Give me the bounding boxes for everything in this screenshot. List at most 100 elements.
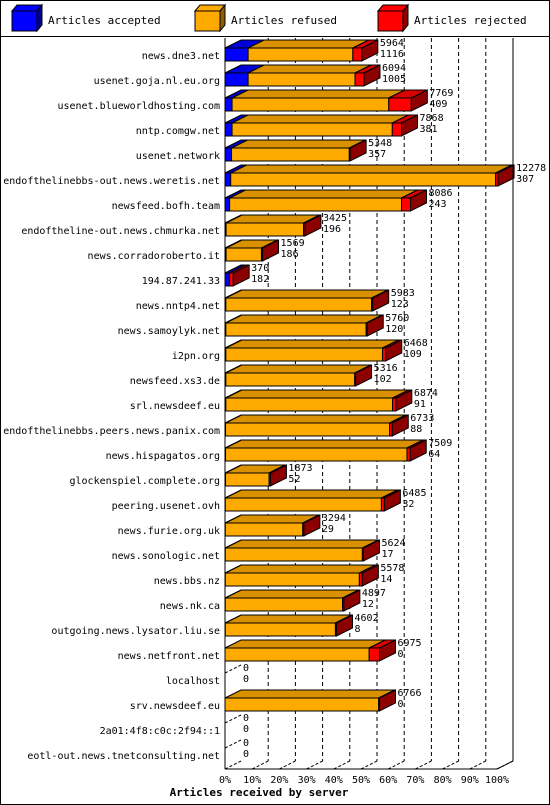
bar-top xyxy=(225,414,406,424)
axes xyxy=(224,38,514,770)
grid-diagonal xyxy=(442,760,459,770)
value-label-total: 5760 xyxy=(385,313,409,324)
value-label-accepted: 182 xyxy=(251,274,269,285)
y-tick-label: news.nntp4.net xyxy=(136,301,220,312)
grid-diagonal xyxy=(469,760,487,770)
bar-side xyxy=(303,514,321,537)
bar-side xyxy=(401,114,419,137)
grid-diagonal xyxy=(360,760,378,770)
legend: Articles accepted Articles refused Article… xyxy=(10,3,527,33)
value-label-accepted: 0 xyxy=(243,749,249,760)
value-label-accepted: 123 xyxy=(391,299,409,310)
value-label-total: 6094 xyxy=(382,63,406,74)
value-label-total: 7868 xyxy=(420,113,444,124)
value-label-accepted: 196 xyxy=(323,224,341,235)
value-label-accepted: 102 xyxy=(374,374,392,385)
legend-label: Articles accepted xyxy=(48,14,161,27)
x-tick-label: 30% xyxy=(298,775,316,786)
value-label-accepted: 1116 xyxy=(380,49,404,60)
bar-side xyxy=(378,689,396,712)
value-label-accepted: 0 xyxy=(243,674,249,685)
bar-top xyxy=(247,39,370,49)
bar-side xyxy=(232,264,250,287)
bar-segment xyxy=(225,347,383,362)
value-label-accepted: 120 xyxy=(385,324,403,335)
grid-diagonal xyxy=(387,760,405,770)
y-tick-label: 2a01:4f8:c0c:2f94::1 xyxy=(100,726,220,737)
bar-segment xyxy=(228,272,234,287)
y-tick-label: endoftheline-out.news.chmurka.net xyxy=(21,226,220,237)
y-tick-label: i2pn.org xyxy=(172,351,220,362)
y-tick-label: news.nk.ca xyxy=(160,601,220,612)
legend-label: Articles refused xyxy=(231,14,337,27)
bar-side xyxy=(497,164,515,187)
value-label-accepted: 409 xyxy=(429,99,447,110)
value-label-accepted: 109 xyxy=(404,349,422,360)
y-tick-label: newsfeed.xs3.de xyxy=(130,376,220,387)
bars xyxy=(224,39,515,749)
bar-segment xyxy=(224,697,380,712)
bar-segment xyxy=(225,222,305,237)
y-tick-label: localhost xyxy=(166,676,220,687)
grid-diagonal xyxy=(251,760,269,770)
legend-swatch xyxy=(11,10,38,32)
bar-segment xyxy=(229,197,403,212)
bar-empty xyxy=(224,664,242,674)
bar-segment xyxy=(225,422,391,437)
bar-side xyxy=(362,539,380,562)
bar-segment xyxy=(388,97,412,112)
bar-segment xyxy=(368,647,380,662)
value-label-total: 0 xyxy=(243,738,249,749)
bar-side xyxy=(361,564,379,587)
bar-top xyxy=(225,589,359,599)
bar-top xyxy=(225,439,424,449)
y-tick-labels: news.dne3.net usenet.goja.nl.eu.org usenet… xyxy=(3,51,220,762)
y-tick-label: eotl-out.news.tnetconsulting.net xyxy=(27,751,220,762)
bar-side xyxy=(349,139,367,162)
bar-side xyxy=(409,439,427,462)
value-label-accepted: 357 xyxy=(368,149,386,160)
value-label-total: 6468 xyxy=(404,338,428,349)
bar-segment xyxy=(224,547,363,562)
x-tick-label: 90% xyxy=(461,775,479,786)
grid-diagonal xyxy=(279,760,296,770)
bar-top xyxy=(225,539,379,549)
value-label-total: 6874 xyxy=(414,388,438,399)
bar-top xyxy=(225,614,352,624)
value-label-accepted: 12 xyxy=(362,599,374,610)
bar-segment xyxy=(225,297,373,312)
bar-segment xyxy=(247,72,356,87)
grid-diagonal xyxy=(224,760,242,770)
value-label-total: 12278 xyxy=(516,163,546,174)
bar-side xyxy=(366,314,384,337)
value-label-total: 6766 xyxy=(397,688,421,699)
y-tick-label: usenet.blueworldhosting.com xyxy=(57,101,220,112)
value-label-accepted: 52 xyxy=(288,474,300,485)
value-label-accepted: 91 xyxy=(414,399,426,410)
bar-side xyxy=(361,39,379,62)
value-label-total: 0 xyxy=(243,663,249,674)
bar-segment xyxy=(224,572,360,587)
bar-segment xyxy=(224,647,370,662)
value-label-accepted: 0 xyxy=(397,699,403,710)
x-tick-label: 60% xyxy=(379,775,397,786)
y-tick-label: news.netfront.net xyxy=(118,651,220,662)
bar-top xyxy=(225,364,371,374)
y-tick-label: newsfeed.bofh.team xyxy=(112,201,220,212)
bar-segment xyxy=(224,172,232,187)
bar-top xyxy=(225,389,409,399)
y-tick-label: peering.usenet.ovh xyxy=(112,501,220,512)
value-label-total: 8086 xyxy=(429,188,453,199)
value-label-total: 6975 xyxy=(397,638,421,649)
value-label-accepted: 88 xyxy=(410,424,422,435)
value-label-accepted: 0 xyxy=(397,649,403,660)
y-tick-label: news.bbs.nz xyxy=(154,576,220,587)
value-label-total: 7509 xyxy=(428,438,452,449)
bar-segment xyxy=(225,472,270,487)
y-tick-label: news.corradoroberto.it xyxy=(88,251,220,262)
value-label-total: 4602 xyxy=(355,613,379,624)
value-label-total: 4897 xyxy=(362,588,386,599)
bar-segment xyxy=(391,122,403,137)
value-label-accepted: 186 xyxy=(281,249,299,260)
